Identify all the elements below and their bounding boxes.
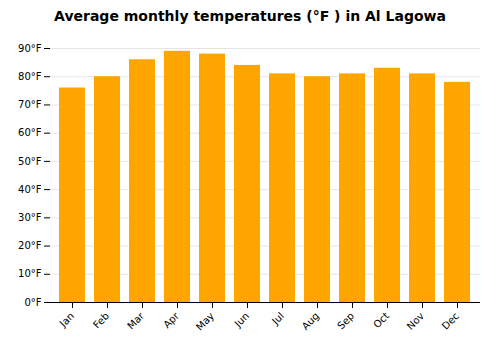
svg-text:Jul: Jul xyxy=(269,310,286,327)
svg-text:20°F: 20°F xyxy=(18,240,42,251)
svg-text:30°F: 30°F xyxy=(18,212,42,223)
svg-text:Jan: Jan xyxy=(57,310,76,329)
svg-text:80°F: 80°F xyxy=(18,71,42,82)
svg-text:10°F: 10°F xyxy=(18,268,42,279)
svg-text:0°F: 0°F xyxy=(24,297,41,308)
svg-text:70°F: 70°F xyxy=(18,99,42,110)
svg-text:Dec: Dec xyxy=(440,310,461,331)
svg-text:Mar: Mar xyxy=(125,310,147,332)
svg-text:May: May xyxy=(194,310,216,332)
html-text:Average monthly temperatures (: Average monthly temperatures (°F ) in Al… xyxy=(54,8,446,24)
svg-text:Jun: Jun xyxy=(232,310,252,330)
svg-text:Nov: Nov xyxy=(405,310,427,332)
svg-text:Oct: Oct xyxy=(371,310,391,330)
svg-text:Feb: Feb xyxy=(91,310,111,330)
svg-text:60°F: 60°F xyxy=(18,127,42,138)
svg-text:Aug: Aug xyxy=(300,310,322,332)
svg-text:50°F: 50°F xyxy=(18,156,42,167)
svg-text:Sep: Sep xyxy=(335,310,356,331)
svg-text:40°F: 40°F xyxy=(18,184,42,195)
svg-text:90°F: 90°F xyxy=(18,43,42,54)
svg-text:Apr: Apr xyxy=(161,310,182,331)
